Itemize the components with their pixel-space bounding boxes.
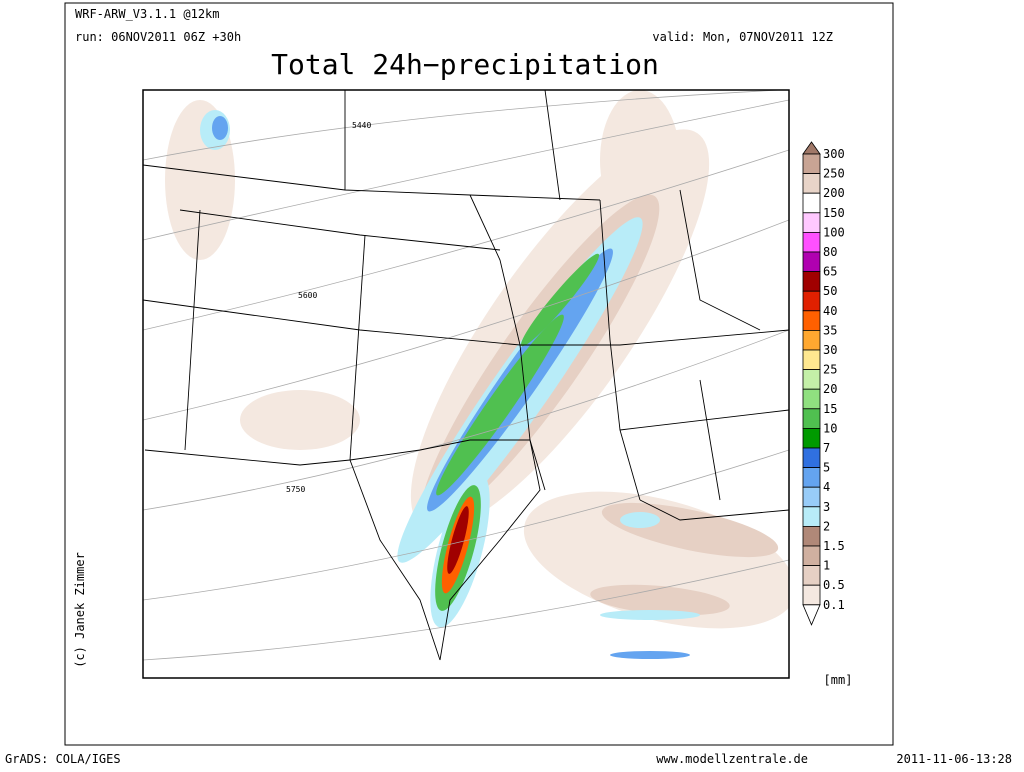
colorbar-label: 7 — [823, 441, 830, 455]
footer-center: www.modellzentrale.de — [656, 752, 808, 766]
colorbar-box — [802, 231, 821, 253]
model-label: WRF-ARW_V3.1.1 @12km — [75, 7, 220, 21]
colorbar-box — [802, 251, 821, 273]
copyright: (c) Janek Zimmer — [73, 552, 87, 668]
colorbar-label: 50 — [823, 284, 837, 298]
colorbar-box — [802, 467, 821, 488]
colorbar-cap — [802, 141, 821, 155]
colorbar-box — [802, 526, 821, 547]
colorbar-box — [802, 408, 821, 429]
colorbar-box — [802, 584, 821, 606]
colorbar-label: 15 — [823, 402, 837, 416]
colorbar: 300 250 200 150 100 80 65 50 40 35 30 25 20 15 10 7 5 4 3 2… — [802, 141, 845, 626]
colorbar-box — [802, 565, 821, 586]
colorbar-unit: [mm] — [824, 673, 853, 687]
colorbar-label: 2 — [823, 519, 830, 533]
colorbar-label: 10 — [823, 421, 837, 435]
colorbar-label: 5 — [823, 461, 830, 475]
colorbar-box — [802, 290, 821, 312]
map: 5440 5600 5750 — [142, 89, 790, 679]
contour-label: 5600 — [298, 291, 317, 300]
colorbar-label: 35 — [823, 323, 837, 337]
colorbar-box — [802, 173, 821, 194]
colorbar-label: 250 — [823, 167, 845, 181]
colorbar-box — [802, 486, 821, 508]
colorbar-label: 80 — [823, 245, 837, 259]
colorbar-label: 0.5 — [823, 578, 845, 592]
colorbar-label: 300 — [823, 147, 845, 161]
colorbar-label: 25 — [823, 363, 837, 377]
colorbar-box — [802, 427, 821, 449]
colorbar-label: 65 — [823, 265, 837, 279]
colorbar-box — [802, 329, 821, 351]
colorbar-box — [802, 545, 821, 567]
footer-right: 2011-11-06-13:28 — [896, 752, 1012, 766]
colorbar-label: 1.5 — [823, 539, 845, 553]
colorbar-box — [802, 212, 821, 233]
colorbar-box — [802, 447, 821, 469]
colorbar-label: 30 — [823, 343, 837, 357]
colorbar-label: 3 — [823, 500, 830, 514]
colorbar-box — [802, 369, 821, 390]
colorbar-box — [802, 271, 821, 292]
colorbar-label: 0.1 — [823, 598, 845, 612]
colorbar-box — [802, 153, 821, 175]
colorbar-box — [802, 310, 821, 331]
contour-label: 5440 — [352, 121, 371, 130]
colorbar-box — [802, 192, 821, 214]
colorbar-cap — [802, 604, 821, 626]
run-label: run: 06NOV2011 06Z +30h — [75, 30, 241, 44]
colorbar-label: 100 — [823, 225, 845, 239]
colorbar-box — [802, 506, 821, 527]
colorbar-label: 4 — [823, 480, 830, 494]
colorbar-label: 150 — [823, 206, 845, 220]
colorbar-label: 1 — [823, 559, 830, 573]
colorbar-label: 200 — [823, 186, 845, 200]
footer-left: GrADS: COLA/IGES — [5, 752, 121, 766]
colorbar-label: 40 — [823, 304, 837, 318]
valid-label: valid: Mon, 07NOV2011 12Z — [652, 30, 833, 44]
colorbar-box — [802, 388, 821, 410]
colorbar-box — [802, 349, 821, 371]
title: Total 24h−precipitation — [271, 48, 659, 81]
contour-label: 5750 — [286, 485, 305, 494]
colorbar-label: 20 — [823, 382, 837, 396]
frame — [64, 2, 894, 746]
